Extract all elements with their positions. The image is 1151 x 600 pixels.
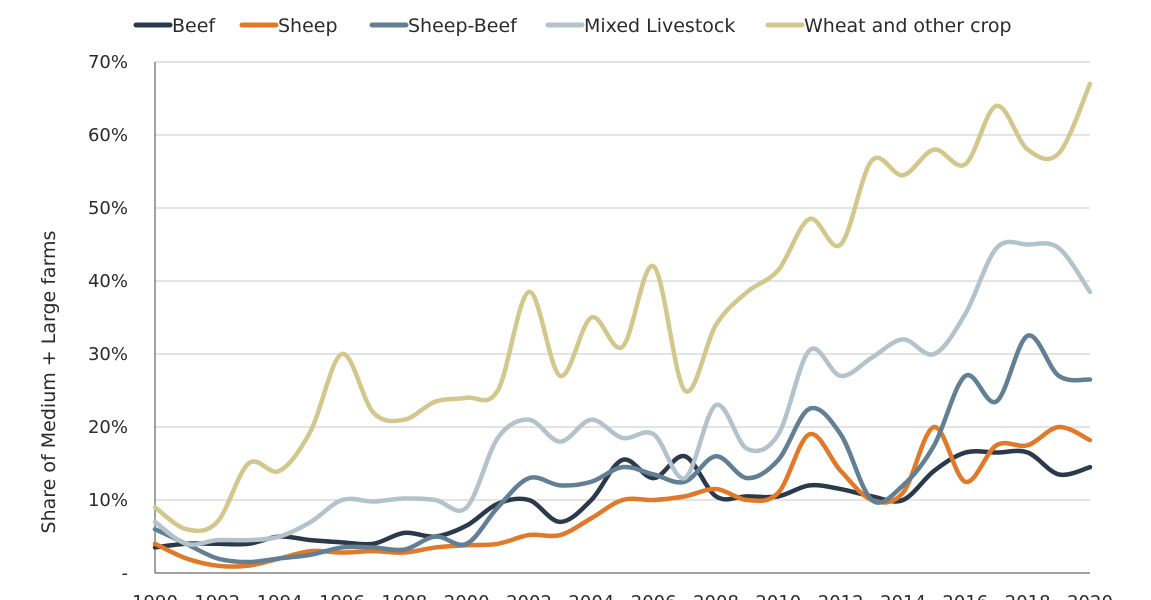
y-tick-label: 70% [88,52,128,73]
legend-label-mixed-livestock: Mixed Livestock [584,15,735,37]
x-tick-label: 1994 [257,592,303,600]
series-line-wheat-and-other-crop [152,81,1093,534]
x-tick-label: 2010 [755,592,801,600]
x-tick-label: 2006 [631,592,677,600]
series-line-sheep-beef [152,333,1093,565]
gridlines [154,61,1090,574]
x-tick-label: 2012 [818,592,864,600]
series-line-mixed-livestock [152,239,1093,547]
y-tick-label: 40% [88,271,128,292]
x-tick-label: 2014 [880,592,926,600]
y-axis-label: Share of Medium + Large farms [38,231,60,534]
legend-label-sheep-beef: Sheep-Beef [408,15,518,37]
x-tick-label: 2000 [444,592,490,600]
x-tick-label: 2018 [1005,592,1051,600]
x-tick-label: 2004 [568,592,614,600]
x-tick-label: 1996 [319,592,365,600]
x-tick-label: 2020 [1067,592,1113,600]
x-tick-label: 2008 [693,592,739,600]
legend-label-sheep: Sheep [278,15,338,37]
y-tick-label: - [122,563,129,584]
x-tick-label: 1998 [381,592,427,600]
x-axis-ticks: 1990 1992 1994 1996 1998 2000 2002 2004 2006 2008… [132,592,1113,600]
y-tick-label: 30% [88,344,128,365]
y-tick-label: 60% [88,125,128,146]
y-tick-label: 20% [88,417,128,438]
legend-label-beef: Beef [172,15,216,37]
x-tick-label: 2002 [506,592,552,600]
x-tick-label: 1990 [132,592,178,600]
legend-label-wheat-and-other-crop: Wheat and other crop [804,15,1012,37]
x-tick-label: 2016 [942,592,988,600]
series-line-sheep [152,424,1093,569]
y-axis-ticks: - 10% 20% 30% 40% 50% 60% 70% [88,52,128,584]
x-tick-label: 1992 [194,592,240,600]
series-line-beef [152,448,1093,550]
legend: Beef Sheep Sheep-Beef Mixed Livestock Wheat … [133,15,1012,37]
series-lines [152,81,1093,569]
y-tick-label: 10% [88,490,128,511]
y-tick-label: 50% [88,198,128,219]
